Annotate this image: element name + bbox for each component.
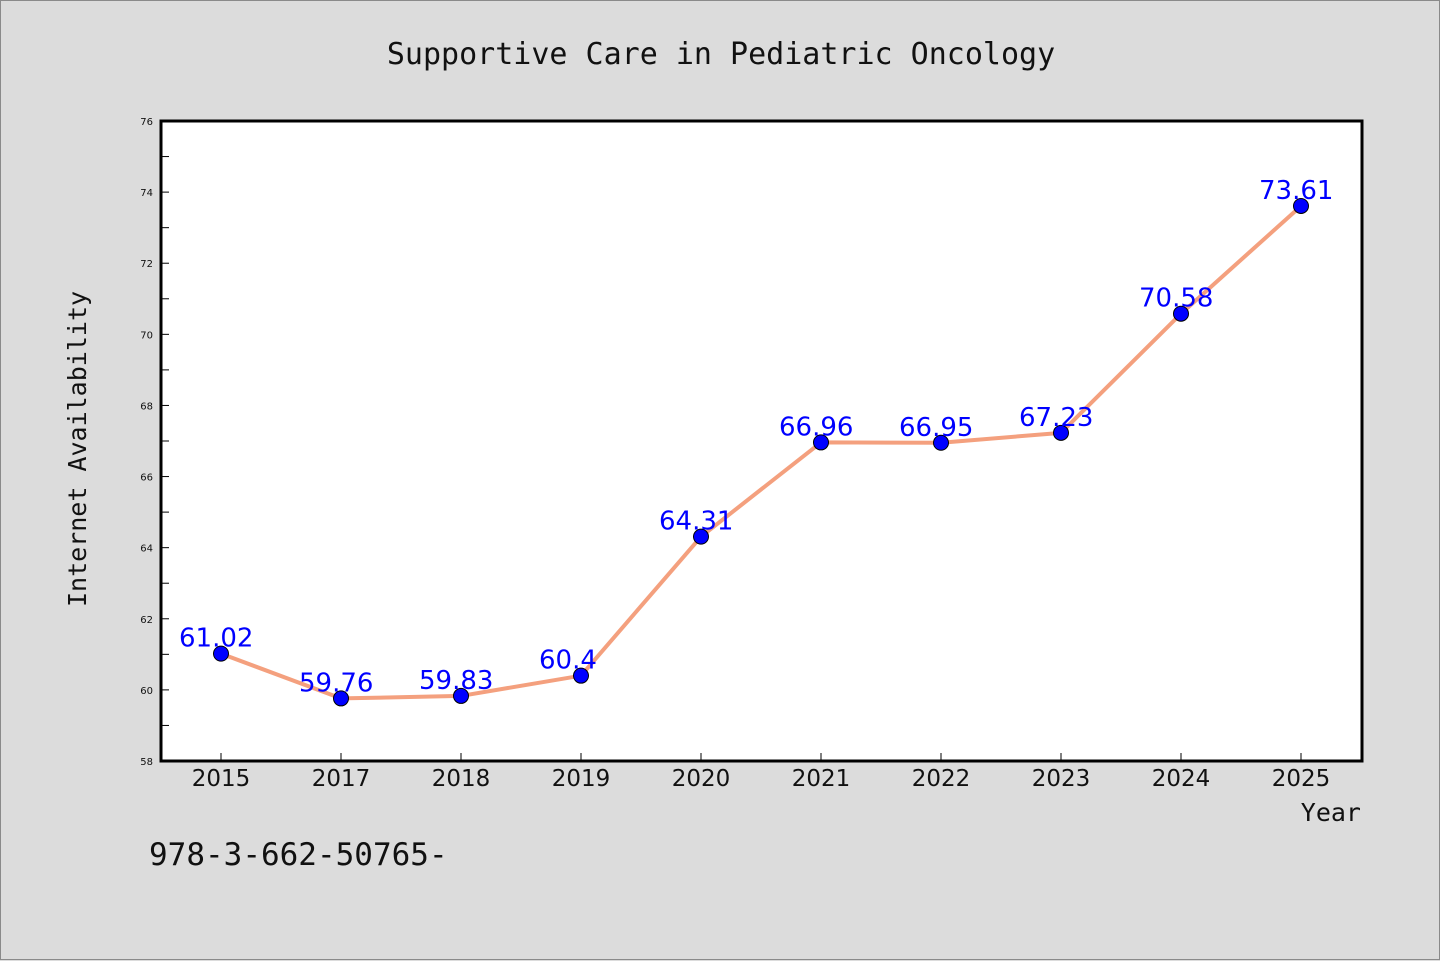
series-line: [219, 203, 1303, 701]
y-axis: 58 60 62 64 66 68 70 72 74 76: [140, 117, 169, 768]
y-tick-label: 58: [140, 757, 153, 768]
data-label: 64.31: [659, 507, 733, 537]
y-tick-label: 62: [140, 615, 153, 626]
data-point: [933, 434, 949, 451]
series-internet-availability: [213, 197, 1309, 707]
x-axis-label: Year: [1301, 798, 1361, 827]
data-label: 60.4: [539, 646, 597, 676]
y-tick-label: 76: [140, 117, 153, 128]
footer-text: 978-3-662-50765-: [149, 837, 448, 873]
x-tick-label: 2024: [1152, 766, 1211, 792]
data-labels: 61.02 59.76 59.83 60.4 64.31 66.96 66.95 67.23 7…: [179, 176, 1333, 698]
data-label: 70.58: [1139, 284, 1213, 314]
data-label: 67.23: [1019, 403, 1093, 433]
y-tick-label: 68: [140, 401, 153, 412]
x-tick-label: 2022: [912, 766, 971, 792]
y-tick-label: 64: [140, 544, 153, 555]
x-axis: 2015 2017 2018 2019 2020 2021 2022 2023 2024 2025: [192, 753, 1331, 792]
x-tick-label: 2021: [792, 766, 851, 792]
data-label: 61.02: [179, 624, 253, 654]
x-tick-label: 2020: [672, 766, 731, 792]
y-tick-label: 60: [140, 686, 153, 697]
data-point: [1293, 197, 1309, 214]
data-point: [1053, 424, 1069, 441]
x-tick-label: 2017: [312, 766, 371, 792]
x-tick-label: 2015: [192, 766, 251, 792]
x-tick-label: 2018: [432, 766, 491, 792]
x-tick-label: 2019: [552, 766, 611, 792]
x-tick-label: 2025: [1272, 766, 1331, 792]
data-point: [813, 434, 829, 451]
data-point: [693, 528, 709, 545]
data-point: [573, 667, 589, 684]
chart-title: Supportive Care in Pediatric Oncology: [387, 37, 1055, 72]
data-point: [1173, 305, 1189, 322]
plot-area: [159, 119, 1364, 763]
y-tick-label: 72: [140, 259, 153, 270]
data-label: 66.96: [779, 412, 853, 442]
data-point: [213, 645, 229, 662]
y-axis-label: Internet Availability: [63, 291, 92, 607]
data-label: 59.83: [419, 666, 493, 696]
data-point: [453, 687, 469, 704]
y-tick-label: 74: [140, 188, 153, 199]
y-tick-label: 70: [140, 330, 153, 341]
x-tick-label: 2023: [1032, 766, 1091, 792]
y-tick-label: 66: [140, 473, 153, 484]
data-point: [333, 690, 349, 707]
data-label: 66.95: [899, 413, 973, 443]
data-label: 73.61: [1259, 176, 1333, 206]
data-label: 59.76: [299, 668, 373, 698]
